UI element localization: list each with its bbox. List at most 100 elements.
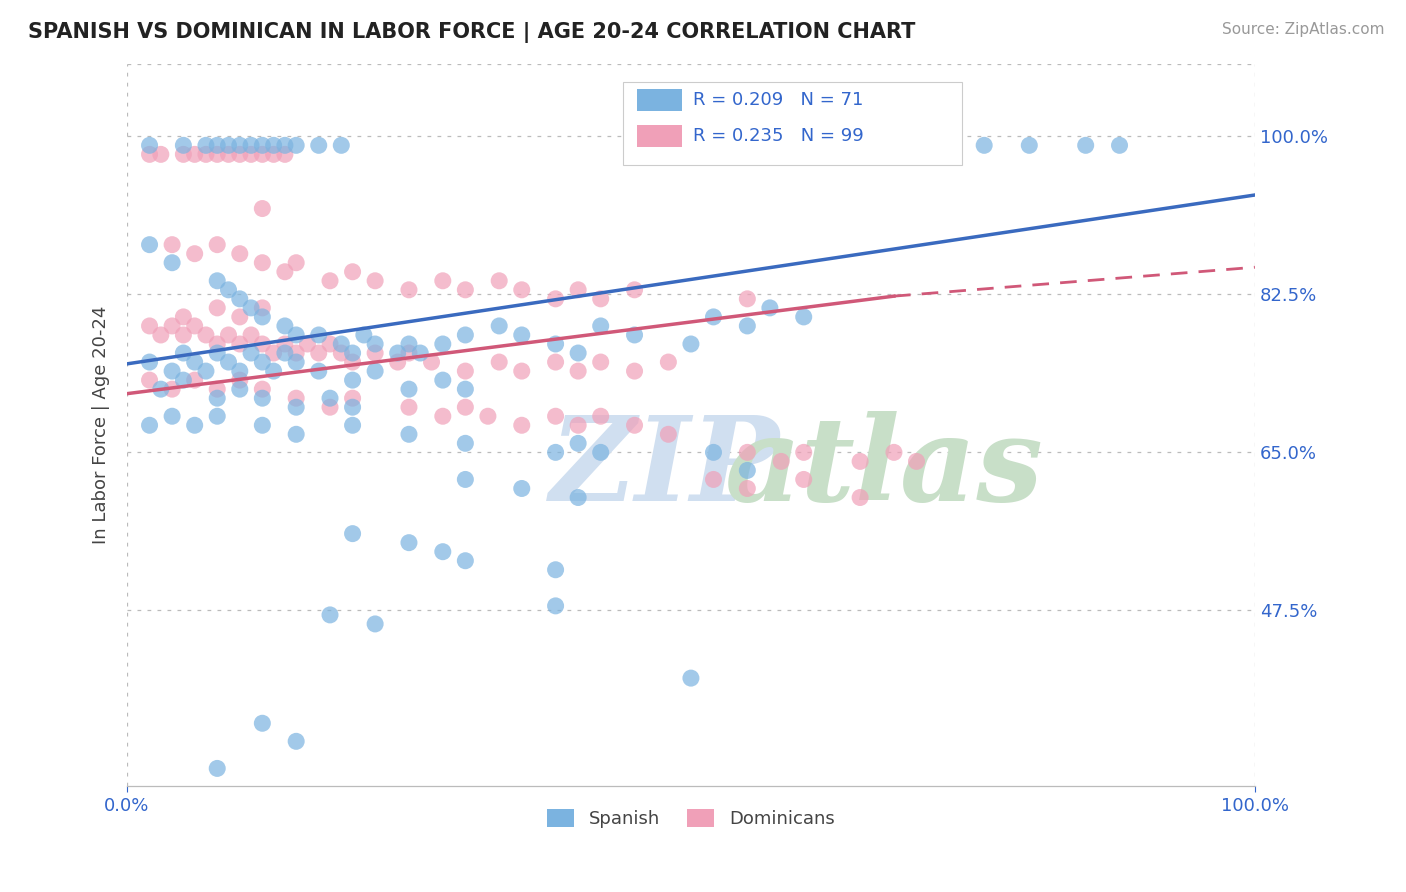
- Point: [205, 761, 228, 775]
- Point: [928, 138, 950, 153]
- Point: [398, 401, 420, 415]
- Point: [138, 147, 160, 161]
- Point: [623, 364, 645, 378]
- Point: [194, 147, 217, 161]
- Point: [252, 202, 274, 216]
- Point: [544, 599, 567, 613]
- Point: [172, 138, 194, 153]
- Point: [205, 237, 228, 252]
- Point: [679, 337, 702, 351]
- Point: [544, 337, 567, 351]
- Text: ZIP: ZIP: [550, 411, 780, 526]
- Point: [263, 364, 285, 378]
- Point: [737, 292, 759, 306]
- FancyBboxPatch shape: [623, 82, 962, 165]
- Point: [657, 355, 679, 369]
- Point: [194, 328, 217, 343]
- Point: [160, 237, 183, 252]
- Point: [544, 445, 567, 459]
- Point: [240, 346, 263, 360]
- Point: [488, 318, 510, 333]
- Point: [973, 138, 995, 153]
- Point: [252, 138, 274, 153]
- Point: [183, 147, 205, 161]
- Point: [252, 418, 274, 433]
- Point: [205, 301, 228, 315]
- Point: [285, 427, 308, 442]
- Point: [160, 256, 183, 270]
- Text: atlas: atlas: [724, 411, 1043, 526]
- Point: [623, 283, 645, 297]
- Point: [183, 246, 205, 260]
- Point: [398, 535, 420, 549]
- Point: [544, 409, 567, 424]
- Point: [883, 445, 905, 459]
- Point: [342, 373, 364, 387]
- Point: [793, 473, 815, 487]
- Point: [544, 355, 567, 369]
- Point: [138, 355, 160, 369]
- Point: [454, 364, 477, 378]
- Point: [229, 337, 252, 351]
- Point: [567, 283, 589, 297]
- Point: [229, 138, 252, 153]
- Point: [252, 301, 274, 315]
- Point: [308, 346, 330, 360]
- Point: [510, 482, 533, 496]
- Point: [172, 328, 194, 343]
- Point: [398, 346, 420, 360]
- Text: Source: ZipAtlas.com: Source: ZipAtlas.com: [1222, 22, 1385, 37]
- Point: [252, 382, 274, 396]
- Point: [297, 337, 319, 351]
- Point: [172, 346, 194, 360]
- Point: [240, 328, 263, 343]
- Point: [240, 138, 263, 153]
- Point: [138, 418, 160, 433]
- Point: [432, 337, 454, 351]
- Point: [160, 318, 183, 333]
- Point: [510, 283, 533, 297]
- Point: [319, 274, 342, 288]
- Point: [364, 346, 387, 360]
- Point: [160, 409, 183, 424]
- Point: [342, 265, 364, 279]
- Point: [330, 346, 353, 360]
- Point: [737, 318, 759, 333]
- Point: [218, 283, 240, 297]
- Point: [218, 147, 240, 161]
- Point: [589, 409, 612, 424]
- Point: [432, 274, 454, 288]
- Point: [737, 445, 759, 459]
- Point: [308, 138, 330, 153]
- Point: [205, 274, 228, 288]
- Point: [138, 138, 160, 153]
- Point: [567, 418, 589, 433]
- Point: [172, 147, 194, 161]
- Point: [252, 147, 274, 161]
- Point: [454, 382, 477, 396]
- Point: [274, 138, 297, 153]
- Point: [308, 364, 330, 378]
- Point: [510, 328, 533, 343]
- Point: [194, 138, 217, 153]
- Point: [160, 382, 183, 396]
- Point: [205, 391, 228, 405]
- Point: [252, 310, 274, 324]
- Point: [398, 427, 420, 442]
- Point: [544, 292, 567, 306]
- Point: [138, 373, 160, 387]
- Point: [308, 328, 330, 343]
- Point: [274, 346, 297, 360]
- Point: [883, 138, 905, 153]
- Point: [319, 391, 342, 405]
- Point: [229, 382, 252, 396]
- Point: [1108, 138, 1130, 153]
- Point: [183, 318, 205, 333]
- Point: [702, 473, 724, 487]
- Point: [737, 463, 759, 477]
- Point: [218, 328, 240, 343]
- Point: [342, 391, 364, 405]
- Point: [364, 364, 387, 378]
- Point: [510, 364, 533, 378]
- Point: [454, 401, 477, 415]
